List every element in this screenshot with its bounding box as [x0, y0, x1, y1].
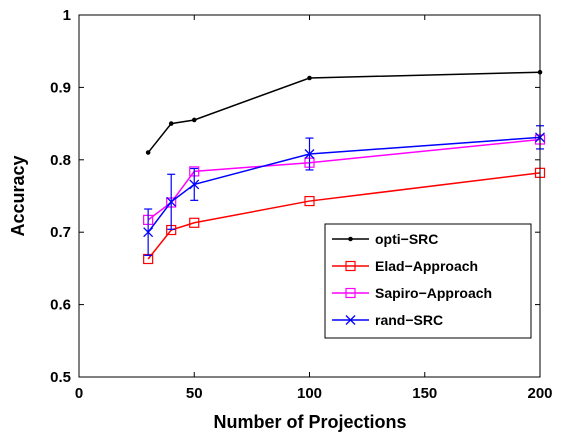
y-tick-label: 0.7 — [50, 224, 71, 241]
x-axis-title: Number of Projections — [213, 412, 406, 432]
data-point — [348, 236, 353, 242]
x-tick-label: 150 — [412, 385, 437, 402]
y-tick-label: 0.5 — [50, 369, 71, 386]
axes: 0 50 100 150 200 0.5 0.6 0.7 0.8 0.9 1 — [50, 7, 552, 402]
legend-entry: rand−SRC — [332, 312, 443, 328]
x-tick-label: 0 — [75, 385, 83, 402]
data-point — [145, 150, 151, 155]
legend-box — [324, 223, 532, 339]
y-tick-label: 0.9 — [50, 79, 71, 96]
data-point — [191, 117, 197, 123]
data-point — [345, 315, 356, 325]
legend-label: Sapiro−Approach — [375, 285, 492, 301]
data-point — [166, 196, 177, 207]
data-point — [189, 179, 200, 190]
y-tick-label: 0.8 — [50, 152, 71, 169]
y-tick-label: 0.6 — [50, 297, 71, 314]
x-tick-label: 50 — [186, 385, 203, 402]
x-tick-label: 200 — [527, 385, 552, 402]
series-line — [147, 71, 541, 154]
x-tick-label: 100 — [297, 385, 322, 402]
legend-entry: Sapiro−Approach — [332, 285, 492, 301]
data-point — [304, 195, 315, 207]
series-0 — [145, 69, 543, 155]
data-point — [304, 149, 315, 159]
data-point — [189, 217, 200, 228]
plot-area — [143, 69, 546, 265]
legend: opti−SRC Elad−Approach Sapiro−Approach rand… — [324, 223, 532, 339]
legend-label: Elad−Approach — [375, 258, 478, 274]
data-point — [307, 75, 312, 81]
legend-entry: Elad−Approach — [332, 258, 478, 274]
y-axis-title: Accuracy — [8, 155, 28, 236]
data-point — [143, 227, 154, 238]
legend-entry: opti−SRC — [332, 231, 438, 247]
data-point — [345, 287, 356, 299]
y-tick-label: 1 — [63, 7, 71, 24]
data-point — [168, 121, 174, 126]
series-line — [147, 172, 541, 260]
legend-label: opti−SRC — [375, 231, 438, 247]
data-point — [345, 260, 356, 272]
series-line — [147, 136, 541, 233]
legend-label: rand−SRC — [375, 312, 443, 328]
